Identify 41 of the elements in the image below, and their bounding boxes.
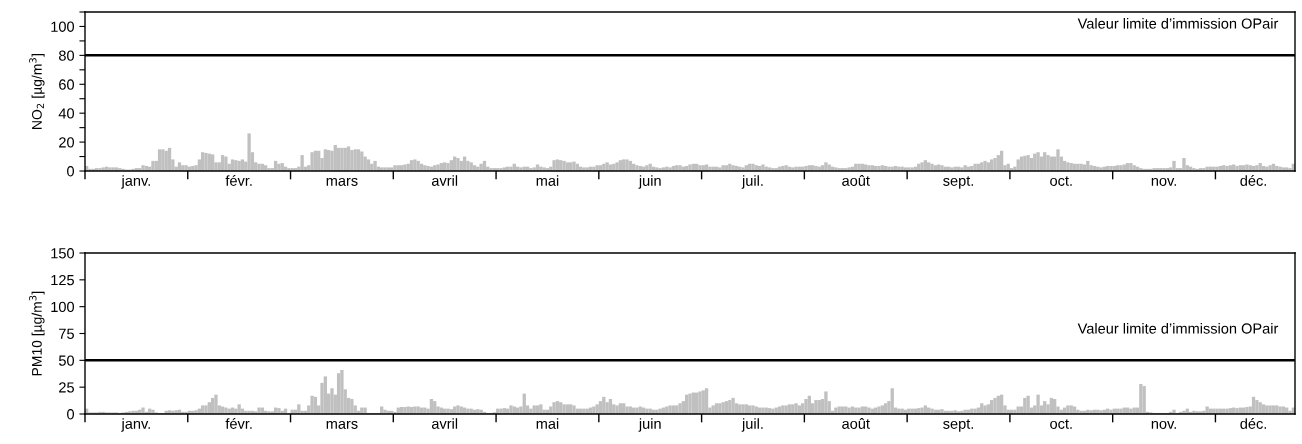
ref-line-label: Valeur limite d’immission OPair [1077, 18, 1279, 29]
y-tick-label: 20 [59, 137, 75, 148]
x-tick-label: mai [536, 175, 559, 186]
y-axis-title: NO$_{2}$ [µg/m$^{3}$] [29, 54, 45, 129]
x-tick-label: sept. [943, 419, 973, 432]
x-tick-label: juil. [741, 175, 763, 189]
y-tick-label: 125 [51, 274, 74, 286]
y-tick-label: 100 [51, 21, 75, 32]
x-tick-label: mars [326, 177, 358, 186]
y-tick-label: 50 [58, 355, 75, 366]
y-tick-label: 40 [58, 108, 75, 119]
x-tick-label: févr. [225, 175, 252, 186]
x-tick-label: févr. [225, 418, 252, 429]
x-tick-label: mars [326, 420, 358, 429]
x-tick-label: mai [536, 418, 559, 429]
y-tick-label: 0 [67, 409, 75, 420]
x-tick-label: janv. [121, 175, 150, 189]
x-tick-label: déc. [1240, 418, 1267, 429]
x-tick-label: août [842, 418, 870, 429]
x-tick-label: juin [638, 175, 661, 189]
x-tick-label: sept. [943, 176, 973, 189]
y-tick-label: 75 [59, 328, 74, 339]
x-tick-label: nov. [1151, 420, 1176, 429]
ref-line-label: Valeur limite d’immission OPair [1077, 322, 1279, 334]
x-tick-label: avril [431, 418, 458, 429]
x-tick-label: oct. [1050, 419, 1072, 429]
x-tick-label: oct. [1050, 176, 1072, 186]
y-tick-label: 80 [59, 50, 75, 61]
y-tick-label: 150 [51, 248, 75, 259]
x-tick-label: janv. [121, 418, 150, 432]
x-tick-label: avril [431, 175, 458, 186]
y-axis-title: PM10 [µg/m$^{3}$] [29, 291, 45, 376]
x-tick-label: juin [638, 418, 661, 432]
x-tick-label: nov. [1151, 177, 1176, 186]
y-tick-label: 60 [59, 79, 75, 90]
y-tick-label: 25 [59, 382, 74, 393]
y-tick-label: 100 [51, 301, 75, 313]
y-tick-label: 0 [67, 166, 75, 177]
x-tick-label: août [842, 175, 870, 186]
x-tick-label: déc. [1240, 175, 1267, 186]
x-tick-label: juil. [741, 418, 763, 432]
